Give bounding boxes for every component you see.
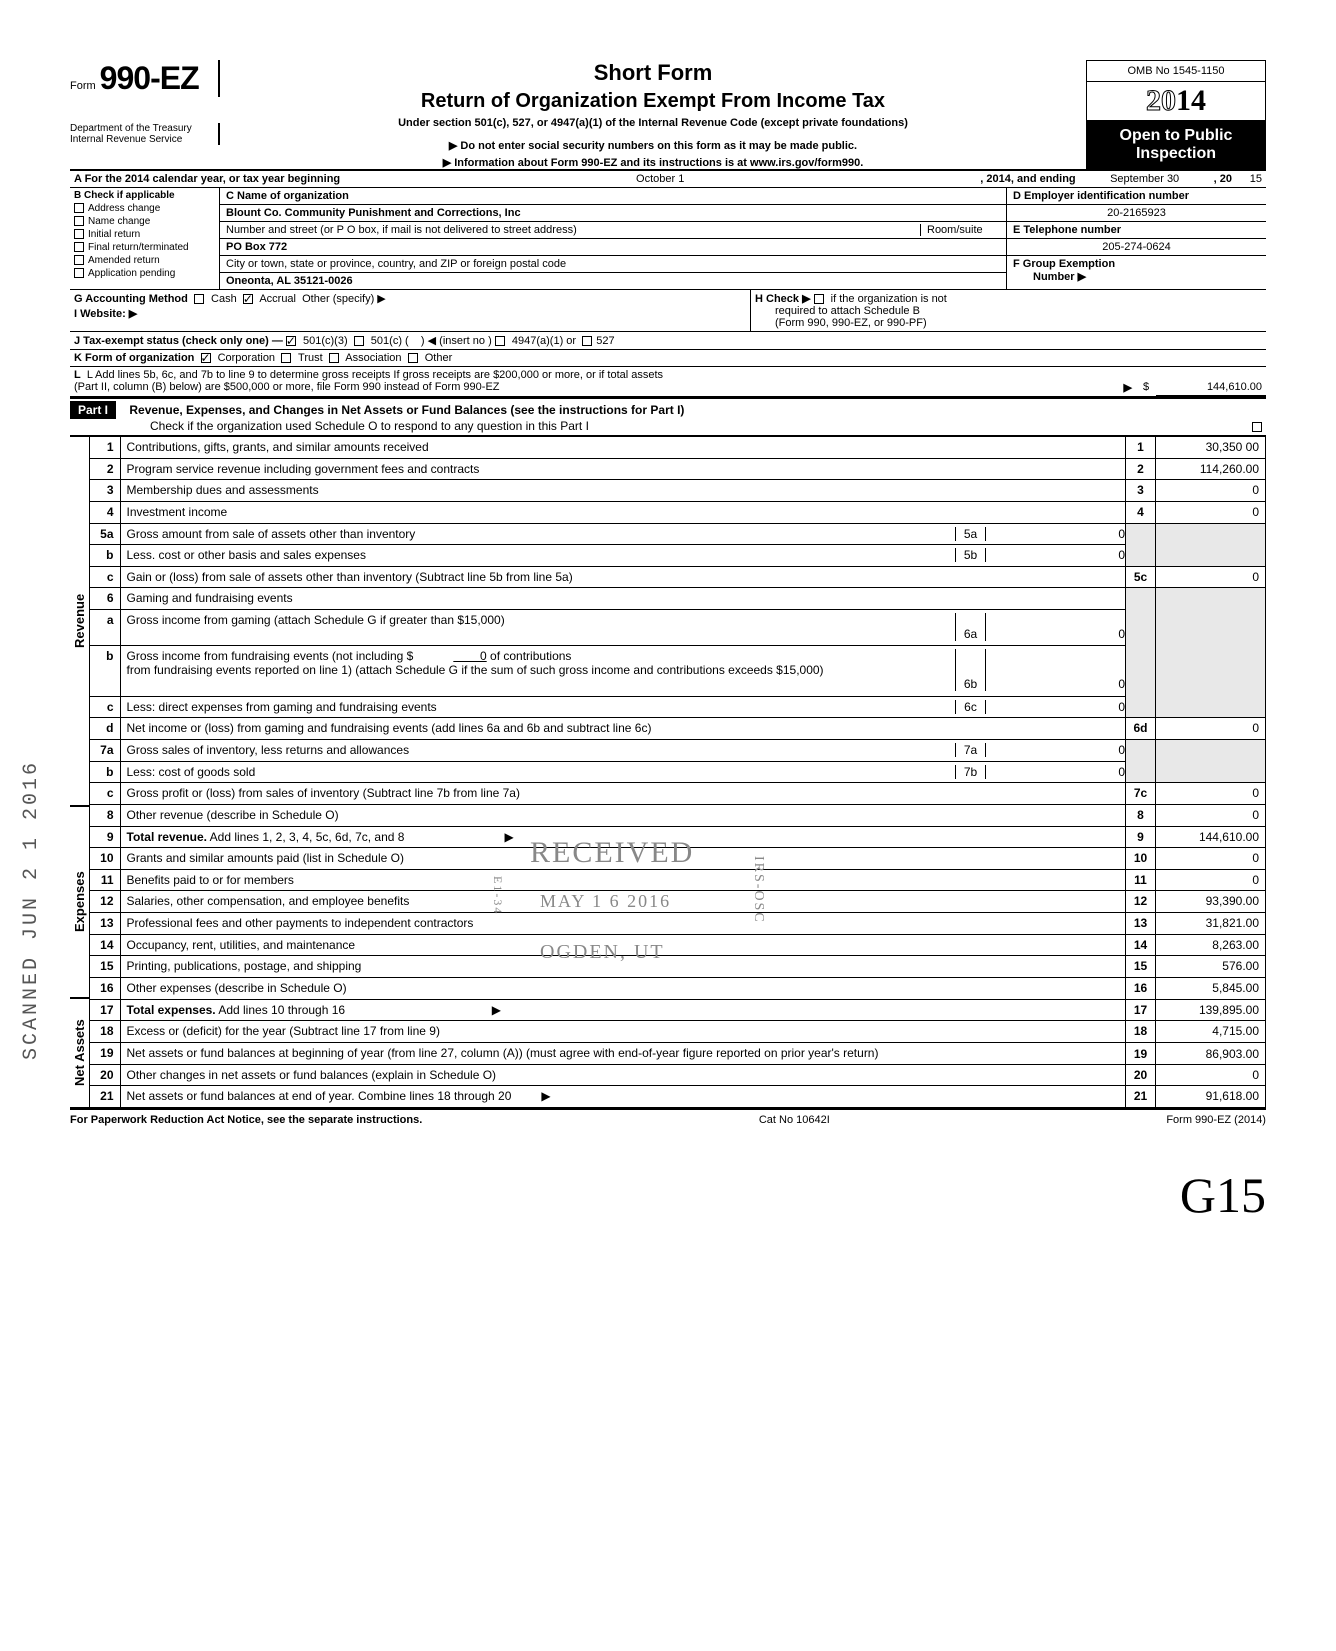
- side-revenue: Revenue: [70, 436, 90, 806]
- section-line: Under section 501(c), 527, or 4947(a)(1)…: [230, 117, 1076, 129]
- form-number: 990-EZ: [100, 60, 199, 97]
- side-expenses: Expenses: [70, 806, 90, 998]
- dept-line1: Department of the Treasury: [70, 123, 210, 134]
- row-l: L L Add lines 5b, 6c, and 7b to line 9 t…: [70, 367, 1266, 398]
- open-to-public: Open to Public Inspection: [1086, 121, 1266, 169]
- section-a-row: A For the 2014 calendar year, or tax yea…: [70, 169, 1266, 188]
- form-header: Form 990-EZ Department of the Treasury I…: [70, 60, 1266, 169]
- side-netassets: Net Assets: [70, 998, 90, 1108]
- part1-header: Part I Revenue, Expenses, and Changes in…: [70, 398, 1266, 436]
- return-title: Return of Organization Exempt From Incom…: [230, 90, 1076, 113]
- short-form-title: Short Form: [230, 60, 1076, 86]
- col-de: D Employer identification number 20-2165…: [1006, 188, 1266, 289]
- arrow-line-1: ▶ Do not enter social security numbers o…: [230, 139, 1076, 152]
- signature: G15: [70, 1166, 1266, 1224]
- footer: For Paperwork Reduction Act Notice, see …: [70, 1108, 1266, 1126]
- tax-year: 2014: [1086, 82, 1266, 121]
- row-j: J Tax-exempt status (check only one) — 5…: [70, 332, 1266, 350]
- form-prefix: Form: [70, 80, 96, 92]
- col-c-org: C Name of organization Blount Co. Commun…: [220, 188, 1006, 289]
- row-k: K Form of organization Corporation Trust…: [70, 350, 1266, 367]
- col-b-checkboxes: B Check if applicable Address change Nam…: [70, 188, 220, 289]
- lines-table: 1Contributions, gifts, grants, and simil…: [90, 436, 1266, 1108]
- dept-line2: Internal Revenue Service: [70, 134, 210, 145]
- scanned-stamp: SCANNED JUN 2 1 2016: [20, 760, 43, 1060]
- row-g-i: G Accounting Method Cash Accrual Other (…: [70, 290, 1266, 332]
- omb-number: OMB No 1545-1150: [1086, 60, 1266, 82]
- arrow-line-2: ▶ Information about Form 990-EZ and its …: [230, 156, 1076, 169]
- identity-block: B Check if applicable Address change Nam…: [70, 188, 1266, 290]
